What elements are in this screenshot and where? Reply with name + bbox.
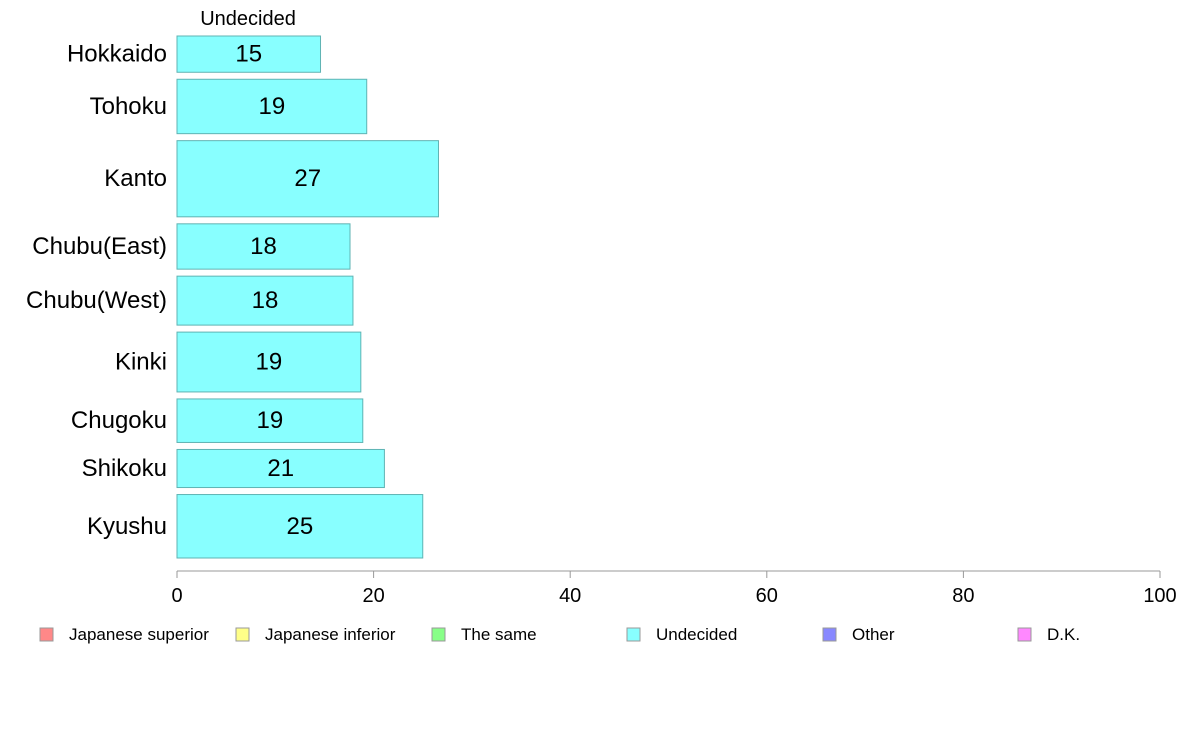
series-title: Undecided [200,8,296,30]
bar-tohoku [176,78,368,135]
legend-label: Japanese superior [69,625,209,644]
bar-chubu-west [176,275,354,326]
category-label: Tohoku [90,93,167,120]
category-label: Kyushu [87,513,167,540]
bar-chugoku [176,398,364,443]
x-tick-label: 40 [559,585,581,607]
legend-label: D.K. [1047,625,1080,644]
bar-hokkaido [176,35,322,73]
bar-value-label: 19 [259,93,286,120]
category-label: Kinki [115,349,167,376]
category-label: Hokkaido [67,41,167,68]
legend-swatch [39,627,54,642]
bar-kanto [176,140,439,218]
bar-shikoku [176,448,385,489]
bar-value-label: 19 [257,407,284,434]
legend-label: Japanese inferior [265,625,396,644]
bar-kyushu [176,494,424,559]
bar-kinki [176,331,362,393]
bar-value-label: 18 [250,233,277,260]
category-label: Chubu(East) [32,233,167,260]
bar-chubu-east [176,223,351,270]
x-tick-label: 80 [952,585,974,607]
legend: Japanese superior Japanese inferior The sa… [39,625,1080,644]
x-tick-label: 60 [756,585,778,607]
bar-value-label: 19 [256,349,283,376]
category-label: Kanto [104,165,167,192]
category-label: Chugoku [71,407,167,434]
category-label: Shikoku [82,455,167,482]
x-axis: 0 20 40 60 80 100 [171,570,1177,607]
legend-swatch [235,627,250,642]
x-tick-label: 100 [1143,585,1176,607]
x-tick-label: 20 [362,585,384,607]
legend-label: Undecided [656,625,737,644]
bar-value-label: 25 [287,513,314,540]
bars-group: Hokkaido 15 Tohoku 19 Kanto 27 Chubu(East) 18 Ch… [26,35,439,559]
legend-swatch [822,627,837,642]
legend-swatch [1017,627,1032,642]
legend-label: Other [852,625,895,644]
legend-label: The same [461,625,537,644]
legend-swatch [431,627,446,642]
bar-value-label: 21 [267,455,294,482]
bar-value-label: 27 [294,165,321,192]
bar-value-label: 18 [252,287,279,314]
x-tick-label: 0 [171,585,182,607]
legend-swatch [626,627,641,642]
bar-value-label: 15 [235,41,262,68]
category-label: Chubu(West) [26,287,167,314]
